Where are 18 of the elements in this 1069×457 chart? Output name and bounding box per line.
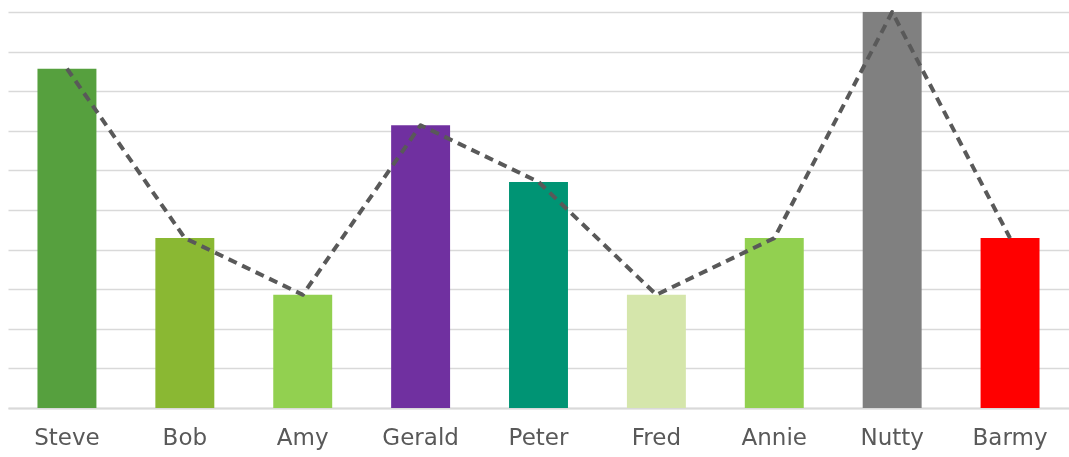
bar — [509, 181, 568, 408]
x-tick-label: Steve — [34, 423, 100, 450]
bar — [980, 238, 1040, 408]
bar — [155, 238, 215, 408]
bar — [37, 68, 97, 408]
x-tick-label: Peter — [508, 423, 569, 450]
bar — [744, 238, 804, 408]
bar — [273, 294, 333, 408]
x-tick-label: Amy — [276, 423, 329, 450]
bar — [862, 12, 922, 408]
x-tick-label: Fred — [631, 423, 682, 450]
x-tick-label: Annie — [741, 423, 807, 450]
x-tick-label: Bob — [162, 423, 208, 450]
x-tick-label: Nutty — [860, 423, 924, 450]
x-tick-label: Barmy — [972, 423, 1048, 450]
bar — [391, 125, 451, 408]
x-tick-label: Gerald — [382, 423, 459, 450]
bar — [626, 294, 686, 408]
